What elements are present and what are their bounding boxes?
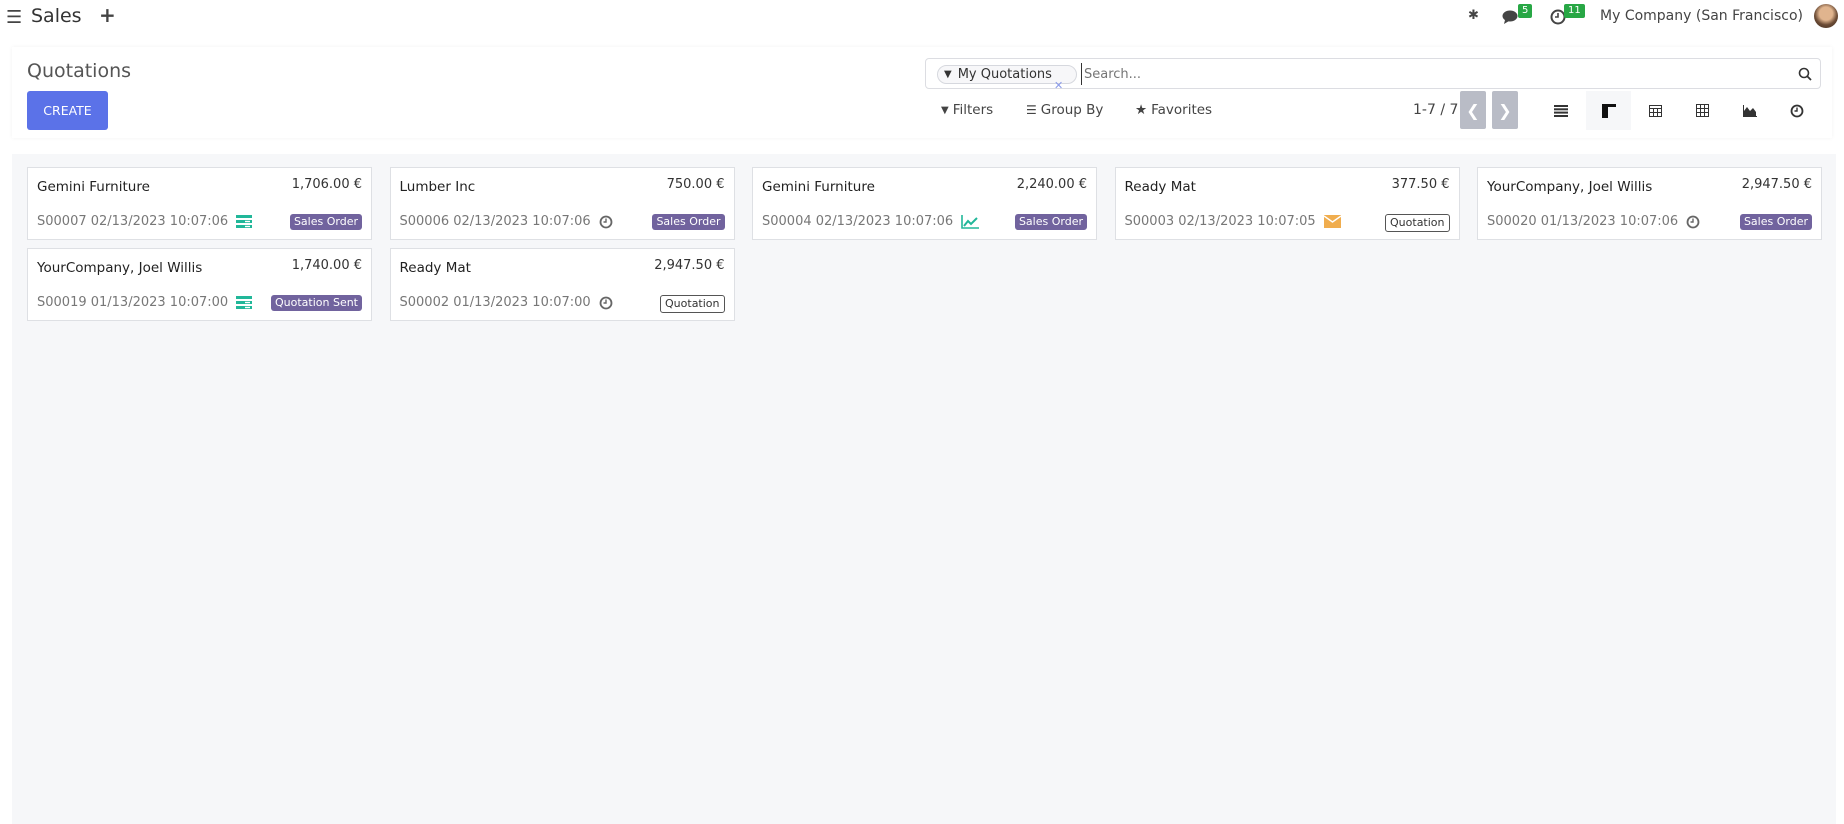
chevron-right-icon: ❯	[1498, 100, 1512, 120]
customer-name: Gemini Furniture	[37, 179, 150, 195]
menu-icon[interactable]: ☰	[6, 7, 23, 28]
filters-button[interactable]: ▼ Filters	[941, 102, 993, 118]
list-icon[interactable]	[236, 296, 253, 309]
kanban-icon	[1601, 103, 1616, 118]
company-switcher[interactable]: My Company (San Francisco)	[1600, 8, 1803, 24]
customer-name: YourCompany, Joel Willis	[1487, 179, 1653, 195]
chat-icon	[1502, 10, 1518, 24]
amount: 750.00 €	[666, 177, 725, 192]
activities-badge: 11	[1564, 4, 1585, 18]
view-list-button[interactable]	[1538, 91, 1583, 130]
view-pivot-button[interactable]	[1680, 91, 1725, 130]
customer-name: Lumber Inc	[399, 179, 476, 195]
view-activity-button[interactable]	[1774, 91, 1819, 130]
clock-icon[interactable]	[599, 215, 613, 229]
kanban-card[interactable]: Ready Mat 2,947.50 € S00002 01/13/2023 1…	[389, 248, 735, 321]
amount: 1,740.00 €	[291, 258, 362, 273]
chevron-left-icon: ❮	[1466, 100, 1480, 120]
status-badge: Sales Order	[652, 214, 725, 230]
pivot-table-icon	[1696, 104, 1709, 117]
list-icon	[1553, 104, 1568, 117]
pager-previous-button[interactable]: ❮	[1460, 91, 1486, 129]
kanban-card[interactable]: Gemini Furniture 1,706.00 € S00007 02/13…	[27, 167, 372, 240]
order-reference: S00019 01/13/2023 10:07:00	[37, 295, 229, 310]
kanban-card[interactable]: Ready Mat 377.50 € S00003 02/13/2023 10:…	[1114, 167, 1460, 240]
pager-next-button[interactable]: ❯	[1492, 91, 1518, 129]
filters-label: Filters	[952, 102, 994, 118]
status-badge: Sales Order	[1739, 214, 1812, 230]
pager-value[interactable]: 1-7 / 7	[1413, 102, 1459, 118]
list-icon[interactable]	[236, 215, 253, 228]
activities-button[interactable]: 11	[1550, 4, 1590, 28]
avatar[interactable]	[1814, 4, 1838, 28]
amount: 377.50 €	[1391, 177, 1450, 192]
customer-name: Ready Mat	[1124, 179, 1196, 195]
order-reference: S00002 01/13/2023 10:07:00	[399, 295, 591, 310]
order-reference: S00006 02/13/2023 10:07:06	[399, 214, 591, 229]
amount: 1,706.00 €	[291, 177, 362, 192]
bug-icon[interactable]: ✱	[1468, 8, 1479, 23]
view-graph-button[interactable]	[1727, 91, 1772, 130]
customer-name: Ready Mat	[399, 260, 471, 276]
search-input[interactable]	[1081, 63, 1781, 85]
order-reference: S00004 02/13/2023 10:07:06	[762, 214, 954, 229]
amount: 2,240.00 €	[1016, 177, 1087, 192]
order-reference: S00007 02/13/2023 10:07:06	[37, 214, 229, 229]
layers-icon: ☰	[1026, 103, 1037, 117]
search-facet[interactable]: ▼ My Quotations	[937, 65, 1077, 84]
remove-facet-icon[interactable]: ✕	[1054, 79, 1064, 92]
chart-line-icon[interactable]	[961, 214, 980, 229]
app-title[interactable]: Sales	[31, 5, 82, 27]
area-chart-icon	[1742, 104, 1757, 117]
filter-icon: ▼	[944, 69, 952, 80]
messages-badge: 5	[1518, 4, 1533, 18]
status-badge: Sales Order	[289, 214, 362, 230]
order-reference: S00003 02/13/2023 10:07:05	[1124, 214, 1316, 229]
status-badge: Sales Order	[1014, 214, 1087, 230]
customer-name: Gemini Furniture	[762, 179, 875, 195]
clock-icon	[1790, 104, 1803, 117]
filter-icon: ▼	[941, 104, 949, 116]
kanban-card[interactable]: Lumber Inc 750.00 € S00006 02/13/2023 10…	[389, 167, 735, 240]
group-by-label: Group By	[1040, 102, 1104, 118]
kanban-card[interactable]: Gemini Furniture 2,240.00 € S00004 02/13…	[752, 167, 1097, 240]
star-icon: ★	[1135, 102, 1148, 118]
kanban-card[interactable]: YourCompany, Joel Willis 1,740.00 € S000…	[27, 248, 372, 321]
search-icon[interactable]	[1798, 67, 1812, 81]
view-kanban-button[interactable]	[1586, 91, 1631, 130]
page-title: Quotations	[27, 60, 132, 82]
calendar-icon	[1649, 105, 1662, 117]
messages-button[interactable]: 5	[1502, 4, 1542, 28]
group-by-button[interactable]: ☰ Group By	[1026, 102, 1103, 118]
status-badge: Quotation	[1385, 214, 1450, 232]
navbar: ☰ Sales + ✱ 5 11 My Company (San Francis…	[0, 0, 1844, 33]
status-badge: Quotation	[660, 295, 725, 313]
facet-label: My Quotations	[957, 67, 1052, 82]
amount: 2,947.50 €	[1741, 177, 1812, 192]
kanban-view: Gemini Furniture 1,706.00 € S00007 02/13…	[12, 154, 1836, 824]
envelope-icon[interactable]	[1323, 215, 1341, 228]
amount: 2,947.50 €	[654, 258, 725, 273]
favorites-label: Favorites	[1151, 102, 1213, 118]
favorites-button[interactable]: ★ Favorites	[1135, 102, 1212, 118]
order-reference: S00020 01/13/2023 10:07:06	[1487, 214, 1679, 229]
view-calendar-button[interactable]	[1633, 91, 1678, 130]
search-bar: ▼ My Quotations ✕	[925, 58, 1821, 92]
clock-icon[interactable]	[599, 296, 613, 310]
customer-name: YourCompany, Joel Willis	[37, 260, 203, 276]
create-button[interactable]: CREATE	[27, 91, 108, 130]
status-badge: Quotation Sent	[270, 295, 362, 311]
plus-icon[interactable]: +	[99, 3, 116, 27]
kanban-card[interactable]: YourCompany, Joel Willis 2,947.50 € S000…	[1477, 167, 1822, 240]
clock-icon[interactable]	[1686, 215, 1700, 229]
